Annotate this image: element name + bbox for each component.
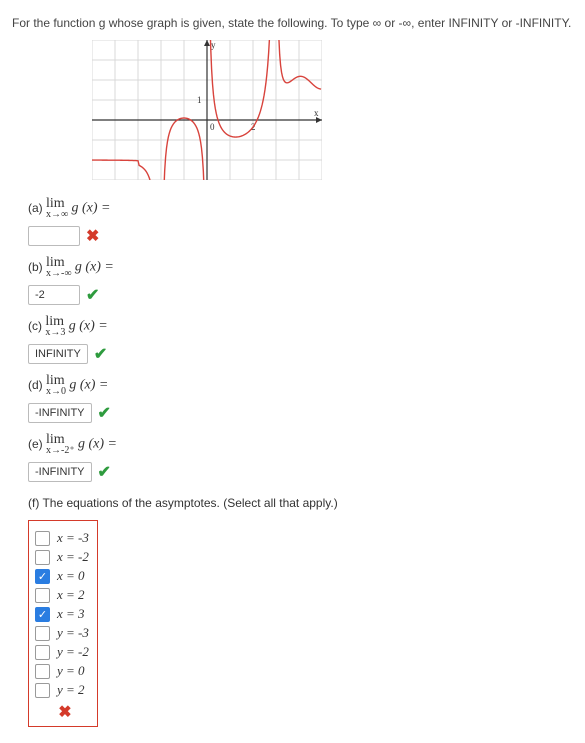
checkbox-icon[interactable]	[35, 531, 50, 546]
part-b-answer-row: -2 ✔	[28, 285, 573, 305]
checkbox-option[interactable]: y = -2	[35, 644, 89, 660]
part-f-options-group: x = -3 x = -2 ✓ x = 0 x = 2 ✓ x = 3 y = -3 y = -…	[28, 520, 98, 727]
part-f-prompt: (f) The equations of the asymptotes. (Se…	[28, 496, 573, 510]
checkbox-option[interactable]: ✓ x = 0	[35, 568, 89, 584]
x-icon: ✖	[86, 226, 99, 246]
checkbox-icon[interactable]: ✓	[35, 607, 50, 622]
limit-notation: limx→0	[46, 374, 66, 397]
part-label: (c)	[28, 319, 42, 333]
part-d-prompt: (d) limx→0 g (x) =	[28, 374, 573, 397]
answer-input[interactable]: -INFINITY	[28, 462, 92, 482]
checkbox-label: x = -2	[57, 549, 89, 565]
checkbox-label: x = 3	[57, 606, 85, 622]
svg-text:x: x	[314, 108, 319, 118]
answer-input[interactable]: -2	[28, 285, 80, 305]
svg-text:1: 1	[197, 95, 202, 105]
checkbox-icon[interactable]: ✓	[35, 569, 50, 584]
checkbox-label: x = -3	[57, 530, 89, 546]
checkbox-label: x = 0	[57, 568, 85, 584]
check-icon: ✔	[86, 285, 99, 305]
limit-notation: limx→-2⁺	[46, 433, 75, 456]
checkbox-icon[interactable]	[35, 683, 50, 698]
part-b-prompt: (b) limx→-∞ g (x) =	[28, 256, 573, 279]
checkbox-label: y = -3	[57, 625, 89, 641]
checkbox-option[interactable]: y = 2	[35, 682, 89, 698]
check-icon: ✔	[98, 403, 111, 423]
svg-text:0: 0	[210, 122, 215, 132]
check-icon: ✔	[98, 462, 111, 482]
answer-input[interactable]	[28, 226, 80, 246]
svg-text:y: y	[211, 40, 216, 50]
part-e-answer-row: -INFINITY ✔	[28, 462, 573, 482]
part-a-prompt: (a) limx→∞ g (x) =	[28, 197, 573, 220]
part-label: (a)	[28, 201, 43, 215]
part-c-answer-row: INFINITY ✔	[28, 344, 573, 364]
checkbox-icon[interactable]	[35, 550, 50, 565]
part-c-prompt: (c) limx→3 g (x) =	[28, 315, 573, 338]
checkbox-option[interactable]: x = -3	[35, 530, 89, 546]
checkbox-option[interactable]: y = -3	[35, 625, 89, 641]
limit-notation: limx→-∞	[46, 256, 71, 279]
checkbox-option[interactable]: ✓ x = 3	[35, 606, 89, 622]
checkbox-label: y = -2	[57, 644, 89, 660]
checkbox-icon[interactable]	[35, 626, 50, 641]
function-expr: g (x) =	[78, 437, 117, 452]
checkbox-label: x = 2	[57, 587, 85, 603]
answer-input[interactable]: INFINITY	[28, 344, 88, 364]
checkbox-option[interactable]: y = 0	[35, 663, 89, 679]
part-d-answer-row: -INFINITY ✔	[28, 403, 573, 423]
instruction-text: For the function g whose graph is given,…	[12, 16, 573, 30]
function-graph: 021yx	[92, 40, 573, 183]
checkbox-option[interactable]: x = -2	[35, 549, 89, 565]
part-label: (b)	[28, 260, 43, 274]
checkbox-label: y = 0	[57, 663, 85, 679]
checkbox-icon[interactable]	[35, 588, 50, 603]
part-label: (d)	[28, 378, 43, 392]
checkbox-icon[interactable]	[35, 645, 50, 660]
answer-input[interactable]: -INFINITY	[28, 403, 92, 423]
function-expr: g (x) =	[75, 260, 114, 275]
limit-notation: limx→3	[45, 315, 65, 338]
part-e-prompt: (e) limx→-2⁺ g (x) =	[28, 433, 573, 456]
part-a-answer-row: ✖	[28, 226, 573, 246]
checkbox-label: y = 2	[57, 682, 85, 698]
x-icon: ✖	[58, 702, 71, 722]
part-label: (e)	[28, 437, 43, 451]
limit-notation: limx→∞	[46, 197, 68, 220]
function-expr: g (x) =	[72, 201, 111, 216]
function-expr: g (x) =	[69, 378, 108, 393]
checkbox-icon[interactable]	[35, 664, 50, 679]
check-icon: ✔	[94, 344, 107, 364]
function-expr: g (x) =	[69, 319, 108, 334]
checkbox-option[interactable]: x = 2	[35, 587, 89, 603]
